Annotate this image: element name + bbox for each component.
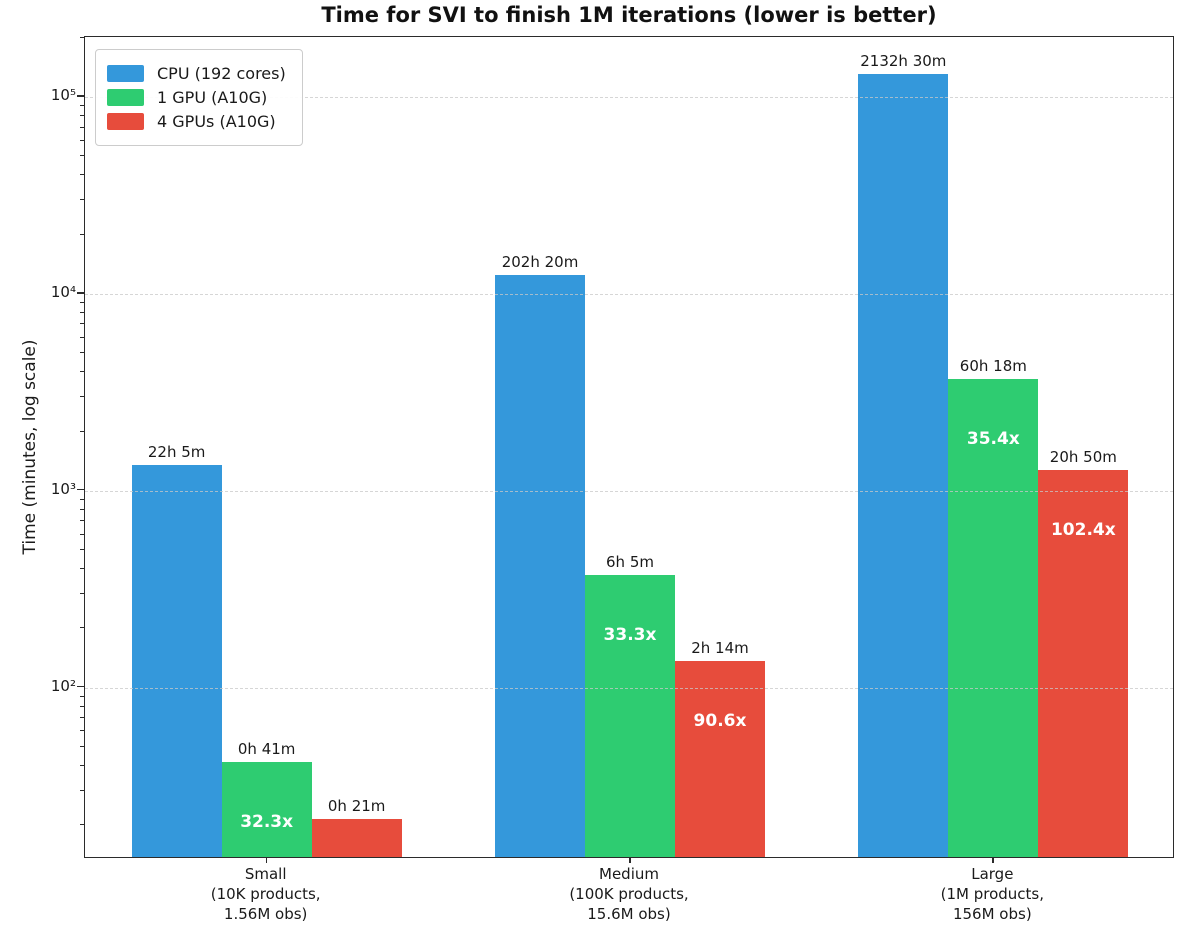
plot-area: 22h 5m 202h 20m 2132h 30m 0h 41m 32.3x 6h 5m 3… (84, 36, 1174, 858)
y-minor-tick-mark (80, 301, 84, 303)
legend-swatch (107, 89, 144, 106)
bar-speedup-label: 32.3x (240, 812, 294, 833)
y-minor-tick-mark (80, 115, 84, 117)
y-major-tick-mark (77, 488, 84, 491)
bar-value-label: 22h 5m (147, 442, 206, 461)
y-minor-tick-mark (80, 198, 84, 200)
legend-label: 1 GPU (A10G) (157, 88, 268, 107)
y-axis-label: Time (minutes, log scale) (20, 339, 40, 555)
y-minor-tick-mark (80, 174, 84, 176)
y-minor-tick-mark (80, 126, 84, 128)
bar-cpu-192-cores- (495, 275, 585, 857)
x-tick-label: Large (1M products, 156M obs) (941, 864, 1044, 924)
y-minor-tick-mark (80, 627, 84, 629)
x-tick-label-line: 156M obs) (952, 905, 1032, 923)
y-major-tick-mark (77, 95, 84, 97)
bar-4-gpus-a10g- (1038, 469, 1129, 857)
x-tick-label-line: (10K products, (210, 885, 321, 903)
bar-speedup-label: 33.3x (603, 625, 657, 646)
y-minor-tick-mark (80, 155, 84, 157)
bar-1-gpu-a10g- (585, 575, 675, 857)
x-tick-label-line: Small (244, 865, 287, 883)
y-major-tick-mark (77, 685, 84, 688)
bar-1-gpu-a10g- (948, 378, 1039, 857)
x-tick-label-line: Medium (599, 865, 659, 883)
y-minor-tick-mark (80, 371, 84, 373)
bar-cpu-192-cores- (131, 464, 222, 857)
x-tick-label-line: (100K products, (569, 885, 689, 903)
bar-value-label: 0h 41m (237, 740, 296, 758)
y-minor-tick-mark (80, 312, 84, 314)
bar-4-gpus-a10g- (675, 660, 765, 857)
x-tick-mark (629, 858, 631, 863)
bar-speedup-label: 35.4x (966, 429, 1020, 450)
legend-label: 4 GPUs (A10G) (157, 112, 276, 131)
y-minor-tick-mark (80, 139, 84, 141)
y-tick-label: 10² (50, 676, 76, 695)
y-minor-tick-mark (80, 746, 84, 748)
y-minor-tick-mark (80, 592, 84, 594)
x-tick-label-line: 1.56M obs) (223, 905, 308, 923)
bar-value-label: 20h 50m (1049, 447, 1117, 466)
gridline (85, 293, 1173, 295)
x-tick-label: Medium (100K products, 15.6M obs) (569, 864, 688, 924)
y-minor-tick-mark (80, 323, 84, 325)
y-minor-tick-mark (80, 765, 84, 767)
y-minor-tick-mark (80, 233, 84, 235)
y-tick-label: 10⁵ (50, 86, 76, 105)
y-minor-tick-mark (80, 717, 84, 719)
y-tick-label: 10⁴ (50, 282, 76, 301)
y-minor-tick-mark (80, 824, 84, 826)
gridline (85, 687, 1173, 689)
y-minor-tick-mark (80, 568, 84, 570)
x-tick-mark (265, 858, 268, 863)
y-minor-tick-mark (80, 520, 84, 522)
x-tick-label-line: 15.6M obs) (587, 905, 671, 923)
x-tick-label: Small (10K products, 1.56M obs) (211, 864, 321, 924)
bar-1-gpu-a10g- (221, 762, 312, 857)
legend-item: CPU (192 cores) (107, 64, 286, 83)
y-major-tick-mark (77, 291, 84, 294)
y-minor-tick-mark (80, 533, 84, 535)
y-minor-tick-mark (80, 549, 84, 551)
legend-item: 1 GPU (A10G) (107, 88, 286, 107)
x-tick-mark (992, 858, 994, 863)
y-minor-tick-mark (80, 730, 84, 732)
bar-speedup-label: 102.4x (1050, 520, 1116, 541)
x-tick-label-line: (1M products, (940, 885, 1045, 903)
y-minor-tick-mark (80, 498, 84, 500)
y-minor-tick-mark (80, 695, 84, 697)
gridline (85, 490, 1173, 492)
y-minor-tick-mark (80, 352, 84, 354)
legend-swatch (107, 113, 144, 130)
bar-value-label: 60h 18m (959, 356, 1027, 375)
y-minor-tick-mark (80, 789, 84, 791)
gridline (85, 97, 1173, 99)
bar-4-gpus-a10g- (311, 819, 402, 857)
y-minor-tick-mark (80, 36, 84, 38)
bar-value-label: 2h 14m (691, 638, 749, 657)
y-minor-tick-mark (80, 105, 84, 107)
bar-value-label: 6h 5m (606, 553, 654, 572)
bar-value-label: 0h 21m (327, 797, 386, 816)
y-minor-tick-mark (80, 430, 84, 432)
legend: CPU (192 cores) 1 GPU (A10G) 4 GPUs (A10G) (95, 49, 303, 146)
legend-label: CPU (192 cores) (157, 64, 286, 83)
x-tick-label-line: Large (971, 865, 1014, 883)
y-minor-tick-mark (80, 508, 84, 510)
bar-cpu-192-cores- (858, 73, 949, 857)
chart-title: Time for SVI to finish 1M iterations (lo… (321, 3, 937, 27)
bar-value-label: 2132h 30m (860, 51, 947, 70)
legend-item: 4 GPUs (A10G) (107, 112, 286, 131)
y-minor-tick-mark (80, 395, 84, 397)
y-minor-tick-mark (80, 336, 84, 338)
y-tick-label: 10³ (50, 479, 76, 498)
legend-swatch (107, 65, 144, 82)
y-minor-tick-mark (80, 705, 84, 707)
bar-speedup-label: 90.6x (693, 711, 747, 731)
bar-value-label: 202h 20m (501, 253, 579, 272)
